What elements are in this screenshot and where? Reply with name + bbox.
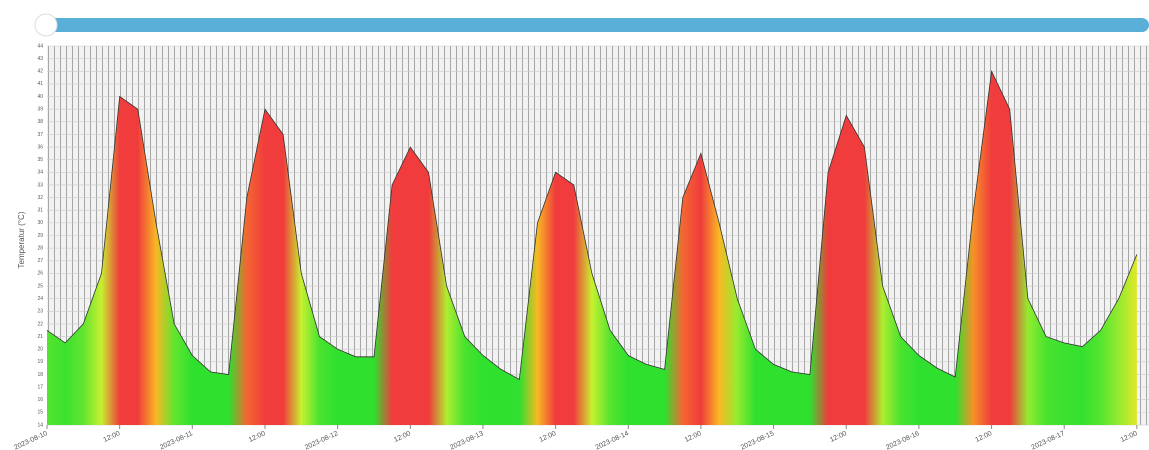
y-tick-label: 27 — [37, 258, 43, 264]
slider-handle[interactable] — [34, 13, 58, 37]
y-tick-label: 15 — [37, 410, 43, 416]
y-tick-label: 23 — [37, 309, 43, 315]
y-tick-label: 31 — [37, 208, 43, 214]
y-tick-label: 26 — [37, 271, 43, 277]
y-tick-label: 25 — [37, 283, 43, 289]
y-tick-label: 28 — [37, 245, 43, 251]
line — [46, 69, 1138, 381]
y-tick-label: 33 — [37, 182, 43, 188]
y-tick-label: 42 — [37, 69, 43, 75]
y-tick-label: 36 — [37, 144, 43, 150]
range-slider[interactable] — [36, 18, 1149, 32]
y-tick-label: 30 — [37, 220, 43, 226]
y-axis-label: Temperatur (°C) — [17, 211, 26, 268]
y-tick-label: 32 — [37, 195, 43, 201]
y-tick-label: 34 — [37, 170, 43, 176]
y-tick-label: 39 — [37, 106, 43, 112]
y-tick-label: 16 — [37, 397, 43, 403]
y-tick-label: 37 — [37, 132, 43, 138]
y-tick-label: 19 — [37, 359, 43, 365]
y-tick-label: 35 — [37, 157, 43, 163]
y-tick-label: 43 — [37, 56, 43, 62]
y-tick-label: 29 — [37, 233, 43, 239]
y-tick-label: 38 — [37, 119, 43, 125]
y-tick-label: 18 — [37, 372, 43, 378]
y-tick-label: 14 — [37, 422, 43, 428]
y-tick-label: 22 — [37, 321, 43, 327]
y-tick-label: 44 — [37, 43, 43, 49]
y-tick-label: 41 — [37, 81, 43, 87]
y-tick-label: 40 — [37, 94, 43, 100]
y-tick-label: 20 — [37, 347, 43, 353]
y-tick-label: 17 — [37, 384, 43, 390]
y-tick-label: 24 — [37, 296, 43, 302]
y-tick-label: 21 — [37, 334, 43, 340]
